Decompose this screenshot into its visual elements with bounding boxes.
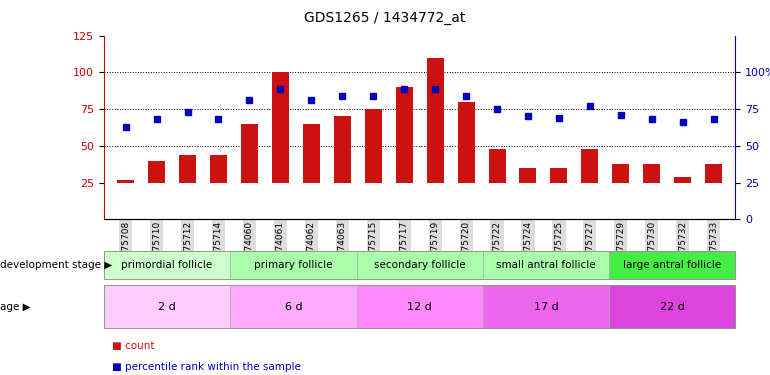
Bar — [612, 164, 629, 183]
Text: primordial follicle: primordial follicle — [122, 260, 213, 270]
Text: 2 d: 2 d — [158, 302, 176, 312]
Bar — [365, 109, 382, 183]
Bar — [551, 168, 567, 183]
Bar — [148, 160, 165, 183]
Text: ■ count: ■ count — [112, 341, 154, 351]
Bar — [210, 155, 227, 183]
Text: small antral follicle: small antral follicle — [496, 260, 596, 270]
Bar — [643, 164, 661, 183]
Text: large antral follicle: large antral follicle — [623, 260, 721, 270]
Text: 22 d: 22 d — [660, 302, 685, 312]
Bar — [179, 155, 196, 183]
Bar — [333, 117, 351, 183]
Bar — [488, 149, 506, 183]
Bar — [520, 168, 537, 183]
Text: GDS1265 / 1434772_at: GDS1265 / 1434772_at — [304, 11, 466, 25]
Text: secondary follicle: secondary follicle — [374, 260, 465, 270]
Bar — [272, 72, 289, 183]
Text: primary follicle: primary follicle — [254, 260, 333, 270]
Bar — [117, 180, 134, 183]
Bar — [581, 149, 598, 183]
Text: ■ percentile rank within the sample: ■ percentile rank within the sample — [112, 362, 300, 372]
Bar — [241, 124, 258, 183]
Bar — [303, 124, 320, 183]
Bar — [675, 177, 691, 183]
Text: age ▶: age ▶ — [0, 302, 31, 312]
Text: 17 d: 17 d — [534, 302, 558, 312]
Bar — [396, 87, 413, 183]
Text: 12 d: 12 d — [407, 302, 432, 312]
Bar — [457, 102, 474, 183]
Text: development stage ▶: development stage ▶ — [0, 260, 112, 270]
Bar — [705, 164, 722, 183]
Text: 6 d: 6 d — [285, 302, 302, 312]
Bar — [427, 58, 444, 183]
